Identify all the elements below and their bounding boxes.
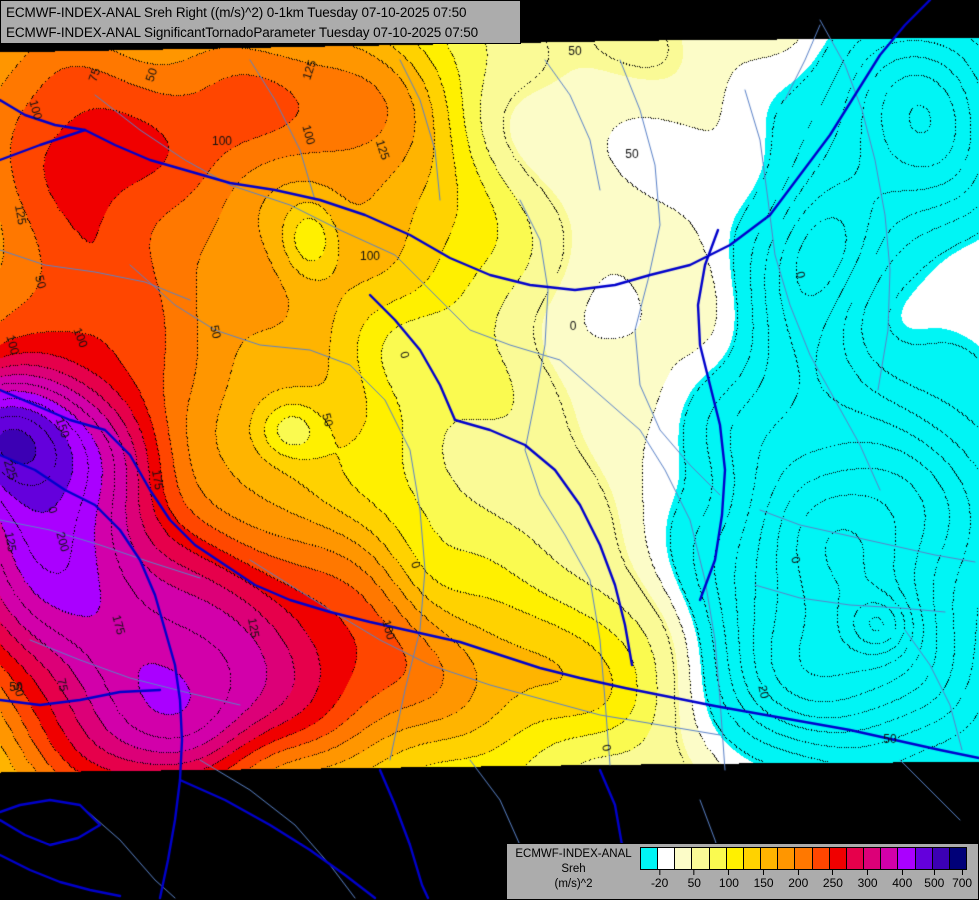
color-swatch-12 bbox=[846, 848, 865, 869]
color-swatch-14 bbox=[881, 848, 899, 869]
legend-panel: ECMWF-INDEX-ANAL Sreh (m/s)^2 -20 50 100 15… bbox=[506, 843, 979, 900]
color-swatch-0 bbox=[641, 848, 659, 869]
tick-250: 250 bbox=[823, 870, 843, 890]
color-swatch-7 bbox=[761, 848, 779, 869]
color-scale-ticks: -20 50 100 150 200 250 300 400 500 700 bbox=[640, 870, 972, 898]
legend-model-name: ECMWF-INDEX-ANAL bbox=[515, 848, 632, 860]
color-swatch-9 bbox=[795, 848, 813, 869]
legend-units: (m/s)^2 bbox=[554, 878, 593, 890]
color-swatch-17 bbox=[932, 848, 950, 869]
color-swatch-10 bbox=[812, 848, 830, 869]
color-swatch-8 bbox=[778, 848, 796, 869]
legend-variable-name: Sreh bbox=[561, 863, 586, 875]
tick-100: 100 bbox=[719, 870, 739, 890]
color-swatch-2 bbox=[675, 848, 693, 869]
legend-scale-block: -20 50 100 150 200 250 300 400 500 700 bbox=[640, 844, 978, 898]
tick-150: 150 bbox=[754, 870, 774, 890]
color-swatch-4 bbox=[709, 848, 727, 869]
tick-300: 300 bbox=[858, 870, 878, 890]
color-swatch-3 bbox=[692, 848, 710, 869]
tick-50: 50 bbox=[688, 870, 701, 890]
map-title-box: ECMWF-INDEX-ANAL Sreh Right ((m/s)^2) 0-… bbox=[0, 0, 521, 44]
color-scale-bar[interactable] bbox=[640, 847, 967, 870]
color-swatch-5 bbox=[726, 848, 744, 869]
color-swatch-16 bbox=[915, 848, 933, 869]
tick-500: 500 bbox=[924, 870, 944, 890]
legend-label-block: ECMWF-INDEX-ANAL Sreh (m/s)^2 bbox=[507, 844, 640, 892]
color-swatch-6 bbox=[743, 848, 762, 869]
color-swatch-1 bbox=[658, 848, 676, 869]
tick-400: 400 bbox=[892, 870, 912, 890]
tick-700: 700 bbox=[952, 870, 972, 890]
map-title-line-2: ECMWF-INDEX-ANAL SignificantTornadoParam… bbox=[6, 25, 479, 40]
color-swatch-13 bbox=[864, 848, 882, 869]
color-swatch-18 bbox=[949, 848, 966, 869]
map-title-line-1: ECMWF-INDEX-ANAL Sreh Right ((m/s)^2) 0-… bbox=[6, 5, 467, 20]
color-swatch-15 bbox=[898, 848, 916, 869]
color-swatch-11 bbox=[829, 848, 847, 869]
tick-200: 200 bbox=[788, 870, 808, 890]
tick--20: -20 bbox=[651, 870, 668, 890]
